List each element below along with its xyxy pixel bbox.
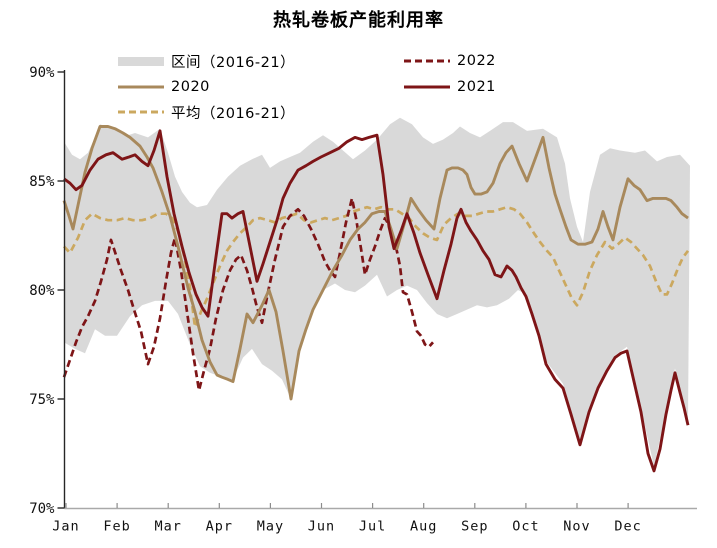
series-y2022-line (62, 197, 434, 392)
x-axis-label: Aug (410, 519, 437, 535)
y-axis-label: 90% (29, 65, 55, 81)
series-lines (62, 125, 690, 473)
x-axis-label: May (257, 519, 284, 535)
y-axis-label: 85% (29, 174, 55, 190)
chart-title: 热轧卷板产能利用率 (273, 10, 444, 31)
x-axis-label: Jun (308, 519, 335, 535)
x-axis: Jan Feb Mar Apr May Jun Jul Aug Sep Oct Nov Dec (52, 503, 697, 535)
y-axis: 90% 85% 80% 75% 70% (29, 65, 66, 517)
series-y2021-line (63, 129, 690, 473)
x-axis-label: Sep (461, 519, 488, 535)
x-axis-label: Jan (52, 519, 79, 535)
x-axis-label: Oct (512, 519, 539, 535)
y-axis-label: 70% (29, 501, 55, 517)
range-band-area (64, 117, 690, 467)
x-axis-label: Jul (359, 519, 386, 535)
x-axis-label: Nov (563, 519, 590, 535)
x-axis-label: Mar (155, 519, 182, 535)
x-axis-label: Feb (103, 519, 130, 535)
range-band (64, 117, 690, 467)
series-y2020-line (62, 125, 689, 401)
x-axis-label: Apr (206, 519, 233, 535)
y-axis-label: 80% (29, 283, 55, 299)
y-axis-label: 75% (29, 392, 55, 408)
x-axis-label: Dec (614, 519, 641, 535)
